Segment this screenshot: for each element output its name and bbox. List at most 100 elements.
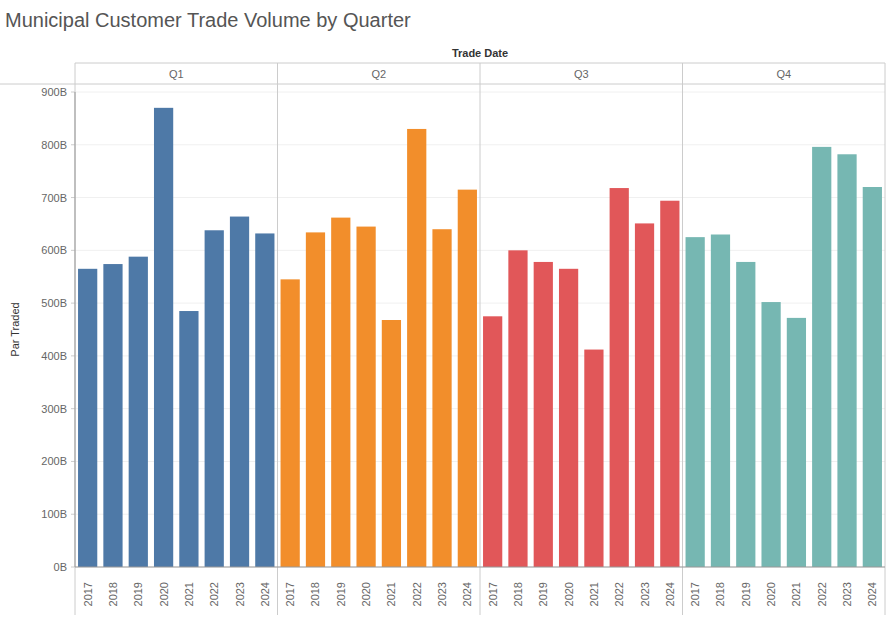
panel-divider: [480, 63, 481, 615]
y-tick-label: 600B: [41, 244, 67, 256]
x-tick-label: 2017: [689, 582, 701, 606]
bar: [306, 232, 325, 567]
bar: [711, 235, 730, 568]
panel-label: Q3: [574, 68, 589, 80]
y-tick-label: 700B: [41, 192, 67, 204]
bar: [382, 320, 401, 567]
bar: [584, 350, 603, 567]
x-tick-label: 2018: [309, 582, 321, 606]
x-tick-label: 2022: [613, 582, 625, 606]
panel-divider: [75, 63, 76, 615]
x-tick-label: 2017: [487, 582, 499, 606]
y-tick: [71, 250, 75, 251]
y-tick-label: 400B: [41, 350, 67, 362]
bar: [331, 218, 350, 567]
y-tick: [71, 408, 75, 409]
x-tick-label: 2018: [512, 582, 524, 606]
y-tick: [71, 144, 75, 145]
y-tick-label: 300B: [41, 403, 67, 415]
y-tick: [71, 92, 75, 93]
x-tick-label: 2023: [234, 582, 246, 606]
x-tick-label: 2022: [816, 582, 828, 606]
x-tick-label: 2021: [183, 582, 195, 606]
bar: [432, 229, 451, 567]
x-tick-label: 2022: [411, 582, 423, 606]
x-tick-label: 2019: [335, 582, 347, 606]
bar: [660, 201, 679, 567]
grid-line: [75, 567, 885, 568]
x-tick-label: 2019: [132, 582, 144, 606]
x-tick-label: 2021: [790, 582, 802, 606]
x-tick-label: 2024: [259, 582, 271, 606]
x-tick-label: 2020: [563, 582, 575, 606]
panel-divider: [885, 63, 886, 615]
x-tick-label: 2024: [664, 582, 676, 606]
x-tick-label: 2017: [284, 582, 296, 606]
bar: [686, 237, 705, 567]
bar: [837, 154, 856, 567]
y-tick: [71, 355, 75, 356]
y-tick: [71, 567, 75, 568]
x-tick-label: 2022: [208, 582, 220, 606]
y-tick: [71, 514, 75, 515]
title: Municipal Customer Trade Volume by Quart…: [5, 9, 411, 31]
x-tick-label: 2019: [537, 582, 549, 606]
y-tick-label: 900B: [41, 86, 67, 98]
bar: [610, 188, 629, 567]
x-tick-label: 2023: [436, 582, 448, 606]
panel-divider: [682, 63, 683, 615]
bar: [635, 223, 654, 567]
y-tick: [71, 303, 75, 304]
y-tick-label: 0B: [54, 561, 67, 573]
bar: [255, 233, 274, 567]
x-tick-label: 2024: [866, 582, 878, 606]
panel-label: Q1: [169, 68, 184, 80]
bar: [508, 250, 527, 567]
bar: [103, 264, 122, 567]
x-tick-label: 2017: [82, 582, 94, 606]
chart: Municipal Customer Trade Volume by Quart…: [0, 0, 887, 617]
y-axis-line: [75, 92, 76, 567]
bar: [483, 316, 502, 567]
x-tick-label: 2018: [107, 582, 119, 606]
panel-divider: [277, 63, 278, 615]
x-tick-label: 2020: [158, 582, 170, 606]
x-tick-label: 2019: [740, 582, 752, 606]
x-axis-line: [75, 567, 885, 568]
y-tick-label: 500B: [41, 297, 67, 309]
x-tick-label: 2021: [588, 582, 600, 606]
panel-label: Q2: [371, 68, 386, 80]
bar: [458, 190, 477, 567]
bar: [205, 230, 224, 567]
x-tick-label: 2023: [639, 582, 651, 606]
y-tick: [71, 197, 75, 198]
bar: [761, 302, 780, 567]
x-tick-label: 2023: [841, 582, 853, 606]
y-tick-label: 100B: [41, 508, 67, 520]
bar: [559, 269, 578, 567]
bar: [230, 217, 249, 567]
x-tick-label: 2020: [765, 582, 777, 606]
bar: [812, 147, 831, 567]
bar: [78, 269, 97, 567]
bar: [281, 279, 300, 567]
y-tick: [71, 461, 75, 462]
x-tick-label: 2024: [461, 582, 473, 606]
bar: [787, 318, 806, 567]
y-tick-label: 200B: [41, 455, 67, 467]
bar: [863, 187, 882, 567]
y-axis-title: Par Traded: [9, 302, 21, 356]
bar: [356, 227, 375, 567]
bar: [154, 108, 173, 567]
bar: [736, 262, 755, 567]
x-tick-label: 2018: [714, 582, 726, 606]
panel-label: Q4: [776, 68, 791, 80]
x-tick-label: 2021: [385, 582, 397, 606]
y-tick-label: 800B: [41, 139, 67, 151]
header-rule: [0, 84, 885, 85]
bar: [534, 262, 553, 567]
bar: [407, 129, 426, 567]
bar: [129, 257, 148, 567]
bar: [179, 311, 198, 567]
x-tick-label: 2020: [360, 582, 372, 606]
